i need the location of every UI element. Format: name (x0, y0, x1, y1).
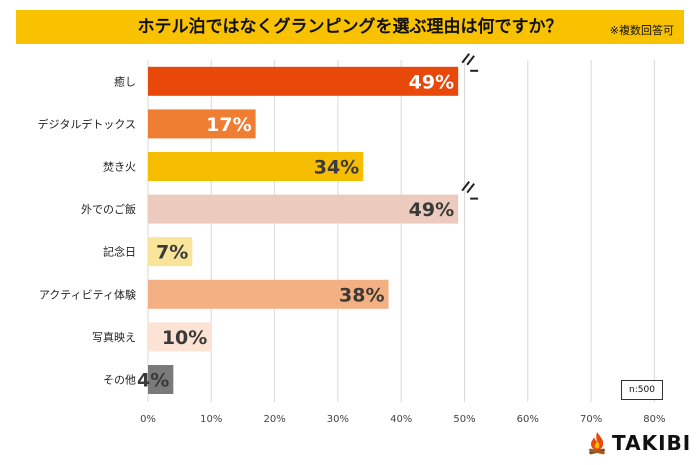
bar (148, 109, 256, 139)
x-tick-label: 20% (263, 414, 285, 425)
sample-size-box: n:500 (621, 380, 663, 400)
category-label: アクティビティ体験 (39, 287, 136, 301)
bar (148, 365, 174, 394)
x-tick-label: 50% (453, 414, 475, 425)
data-label: 10% (162, 327, 207, 349)
multiple-answer-note: ※複数回答可 (609, 24, 674, 37)
axis-break-mark (466, 182, 475, 194)
x-tick-label: 80% (643, 414, 665, 425)
axis-break-mark (461, 53, 470, 64)
x-tick-label: 70% (580, 414, 602, 425)
category-label: 写真映え (92, 330, 136, 344)
data-label: 17% (206, 114, 251, 136)
bar (148, 66, 459, 96)
bar (148, 152, 364, 181)
x-tick-label: 60% (517, 414, 539, 425)
data-label: 7% (156, 242, 188, 264)
bar (148, 322, 212, 352)
category-label: 外でのご飯 (81, 202, 136, 216)
data-label: 49% (409, 199, 454, 221)
bar (148, 279, 389, 309)
bar (148, 194, 459, 224)
chart-title: ホテル泊ではなくグランピングを選ぶ理由は何ですか？ (137, 17, 563, 37)
category-label: デジタルデトックス (38, 117, 136, 131)
brand-name: TAKIBI (612, 431, 692, 455)
category-label: 焚き火 (103, 161, 136, 174)
x-tick-label: 0% (140, 414, 156, 425)
bar (148, 237, 193, 267)
x-tick-label: 10% (200, 414, 222, 425)
axis-break-mark (461, 180, 470, 192)
category-label: 癒し (114, 74, 136, 88)
x-tick-label: 30% (327, 414, 349, 425)
data-label: 49% (409, 71, 454, 93)
x-tick-label: 40% (390, 414, 412, 425)
category-label: その他 (103, 374, 136, 387)
data-label: 38% (339, 284, 384, 306)
axis-break-mark (466, 55, 475, 66)
campfire-icon (589, 432, 605, 455)
data-label: 34% (314, 157, 359, 179)
title-bar: ホテル泊ではなくグランピングを選ぶ理由は何ですか？ ※複数回答可 (16, 10, 684, 44)
brand-logo: TAKIBI (586, 428, 691, 458)
data-label: 4% (137, 370, 169, 392)
category-label: 記念日 (103, 245, 136, 259)
